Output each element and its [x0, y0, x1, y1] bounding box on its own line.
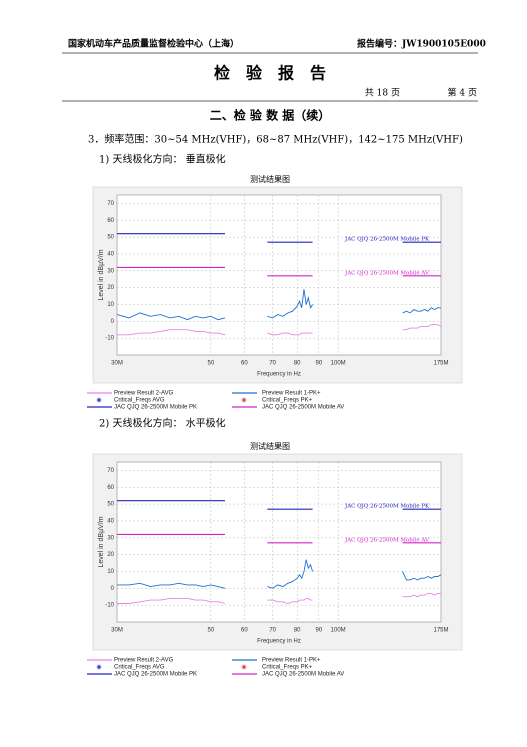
- y-tick-label: 20: [107, 285, 114, 291]
- legend-label: Preview Result 1-PK+: [262, 391, 321, 397]
- legend-label: JAC QJQ 26-2500M Mobile PK: [114, 405, 197, 411]
- legend-label: Critical_Freqs PK+: [262, 665, 313, 671]
- series-line: [117, 592, 441, 604]
- x-tick-label: 80: [294, 628, 301, 634]
- series-line: [117, 533, 441, 544]
- limit-label: JAC QJQ 26-2500M Mobile PK: [344, 504, 430, 510]
- plot-area: [116, 461, 442, 623]
- plot-area: [116, 194, 442, 356]
- y-tick-label: 30: [107, 268, 114, 274]
- x-tick-label: 60: [241, 628, 248, 634]
- subsection: 1) 天线极化方向： 垂直极化: [99, 153, 226, 166]
- x-tick-label: 50: [208, 628, 215, 634]
- legend-label: Preview Result 1-PK+: [262, 658, 321, 664]
- series-line: [116, 289, 441, 321]
- x-axis-label: Frequency in Hz: [257, 639, 301, 645]
- legend-label: JAC QJQ 26-2500M Mobile PK: [114, 672, 197, 678]
- y-tick-label: 60: [107, 485, 114, 491]
- org-name: 国家机动车产品质量监督检验中心（上海）: [68, 38, 239, 50]
- y-tick-label: 40: [107, 519, 114, 525]
- series-line: [117, 324, 442, 336]
- y-tick-label: 10: [107, 569, 114, 575]
- legend-label: Preview Result 2-AVG: [114, 658, 174, 664]
- legend-label: Critical_Freqs AVG: [114, 398, 165, 404]
- y-tick-label: 0: [111, 319, 115, 325]
- legend-symbol: [242, 397, 246, 403]
- x-tick-label: 175M: [433, 361, 448, 367]
- x-tick-label: 90: [315, 361, 322, 367]
- x-tick-label: 100M: [331, 628, 346, 634]
- series-line: [117, 266, 441, 277]
- subsection: 2) 天线极化方向： 水平极化: [99, 417, 226, 430]
- x-tick-label: 70: [269, 361, 276, 367]
- x-tick-label: 30M: [111, 361, 123, 367]
- section-title: 二、检 验 数 据（续）: [210, 108, 331, 123]
- legend-label: Critical_Freqs AVG: [114, 665, 165, 671]
- x-tick-label: 175M: [433, 628, 448, 634]
- y-tick-label: -10: [105, 336, 114, 342]
- y-tick-label: 50: [107, 502, 114, 508]
- chart-title: 测试结果图: [250, 174, 290, 184]
- doc-title: 检 验 报 告: [214, 64, 326, 83]
- item-text: 3．频率范围：30~54 MHz(VHF)，68~87 MHz(VHF)，142…: [88, 133, 463, 146]
- x-tick-label: 60: [241, 361, 248, 367]
- y-tick-label: 0: [111, 586, 115, 592]
- y-axis-label: Level in dBµV/m: [98, 249, 105, 300]
- legend-label: Preview Result 2-AVG: [114, 391, 174, 397]
- legend-label: JAC QJQ 26-2500M Mobile AV: [262, 672, 344, 678]
- y-tick-label: 60: [107, 218, 114, 224]
- legend-symbol: [97, 664, 101, 670]
- y-tick-label: 20: [107, 552, 114, 558]
- limit-label: JAC QJQ 26-2500M Mobile PK: [344, 237, 430, 243]
- x-tick-label: 70: [269, 628, 276, 634]
- y-tick-label: 40: [107, 252, 114, 258]
- x-tick-label: 50: [208, 361, 215, 367]
- page-total: 共 18 页: [365, 88, 400, 99]
- y-axis-label: Level in dBµV/m: [98, 516, 105, 567]
- x-tick-label: 80: [294, 361, 301, 367]
- chart-title: 测试结果图: [250, 441, 290, 451]
- y-tick-label: 50: [107, 235, 114, 241]
- series-line: [117, 233, 441, 243]
- y-tick-label: 10: [107, 302, 114, 308]
- x-tick-label: 100M: [331, 361, 346, 367]
- y-tick-label: 30: [107, 535, 114, 541]
- series-line: [117, 559, 442, 589]
- x-axis-label: Frequency in Hz: [257, 372, 301, 378]
- series-line: [117, 500, 441, 510]
- y-tick-label: -10: [105, 603, 114, 609]
- page-current: 第 4 页: [448, 87, 477, 99]
- legend-label: JAC QJQ 26-2500M Mobile AV: [262, 405, 344, 411]
- legend-symbol: [242, 664, 246, 670]
- limit-label: JAC QJQ 26-2500M Mobile AV: [344, 537, 430, 543]
- y-tick-label: 70: [107, 468, 114, 474]
- y-tick-label: 70: [107, 201, 114, 207]
- limit-label: JAC QJQ 26-2500M Mobile AV: [344, 270, 430, 276]
- legend-label: Critical_Freqs PK+: [262, 398, 313, 404]
- x-tick-label: 90: [315, 628, 322, 634]
- x-tick-label: 30M: [111, 628, 123, 634]
- legend-symbol: [97, 397, 101, 403]
- report-number: 报告编号：JW1900105E000: [357, 38, 486, 50]
